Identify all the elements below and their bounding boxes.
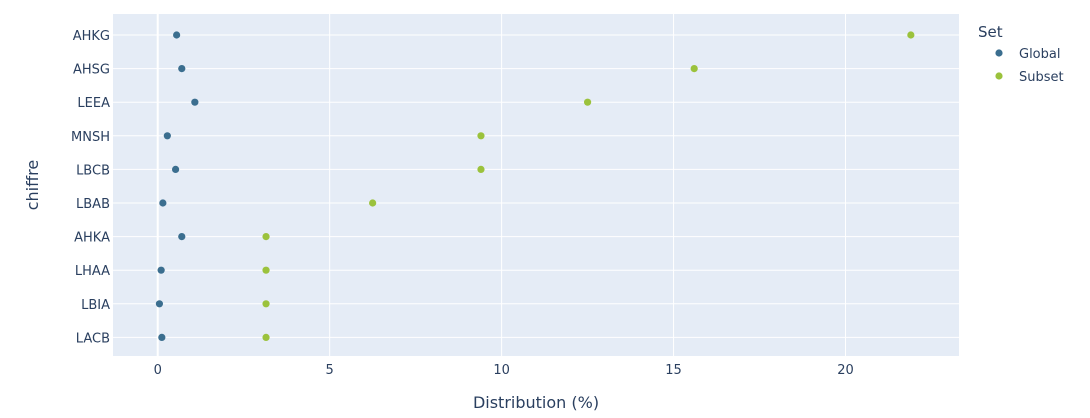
- legend-marker: [995, 72, 1003, 80]
- x-tick-label: 10: [493, 363, 510, 378]
- x-tick-label: 5: [326, 363, 334, 378]
- x-tick-label: 15: [665, 363, 682, 378]
- y-tick-label: LBCB: [76, 163, 110, 178]
- y-tick-label: LACB: [76, 331, 110, 346]
- data-point: [262, 233, 270, 241]
- data-point: [159, 199, 167, 207]
- y-tick-label: MNSH: [71, 130, 110, 145]
- legend-title: Set: [978, 23, 1003, 41]
- data-point: [262, 300, 270, 308]
- plot-background: [113, 14, 959, 356]
- data-point: [155, 300, 164, 308]
- data-point: [158, 333, 166, 341]
- data-point: [178, 233, 186, 241]
- x-axis-title: Distribution (%): [473, 393, 599, 412]
- data-point: [191, 98, 199, 106]
- y-axis-ticks: AHKG AHSG LEEA MNSH LBCB LBAB AHKA LHAA LBIA LACB: [71, 29, 110, 346]
- y-tick-label: AHSG: [73, 63, 110, 78]
- data-point: [262, 333, 270, 341]
- data-point: [178, 65, 186, 73]
- data-point: [690, 65, 698, 73]
- data-point: [163, 132, 171, 140]
- series-subset: [262, 31, 915, 341]
- data-point: [907, 31, 915, 39]
- data-point: [477, 165, 485, 173]
- y-tick-label: LHAA: [75, 264, 110, 279]
- y-tick-label: AHKA: [74, 231, 110, 246]
- y-axis-title: chiffre: [23, 160, 42, 210]
- y-tick-label: LBAB: [76, 197, 110, 212]
- x-axis-ticks: 0 5 10 15 20: [154, 363, 854, 378]
- data-point: [477, 132, 485, 140]
- data-point: [262, 266, 270, 274]
- legend-label: Subset: [1019, 70, 1064, 85]
- y-tick-label: LEEA: [77, 96, 110, 111]
- x-tick-label: 20: [837, 363, 854, 378]
- data-point: [157, 266, 165, 274]
- y-tick-label: AHKG: [73, 29, 110, 44]
- data-point: [583, 98, 592, 106]
- legend-label: Global: [1019, 47, 1060, 62]
- legend: Set Global Subset: [978, 23, 1064, 85]
- legend-marker: [995, 49, 1003, 57]
- series-global: [155, 31, 199, 341]
- x-tick-label: 0: [154, 363, 162, 378]
- y-tick-label: LBIA: [81, 298, 110, 313]
- grid: [113, 14, 959, 356]
- data-point: [369, 199, 377, 207]
- data-point: [171, 165, 180, 173]
- data-point: [173, 31, 181, 39]
- marks: [155, 31, 915, 341]
